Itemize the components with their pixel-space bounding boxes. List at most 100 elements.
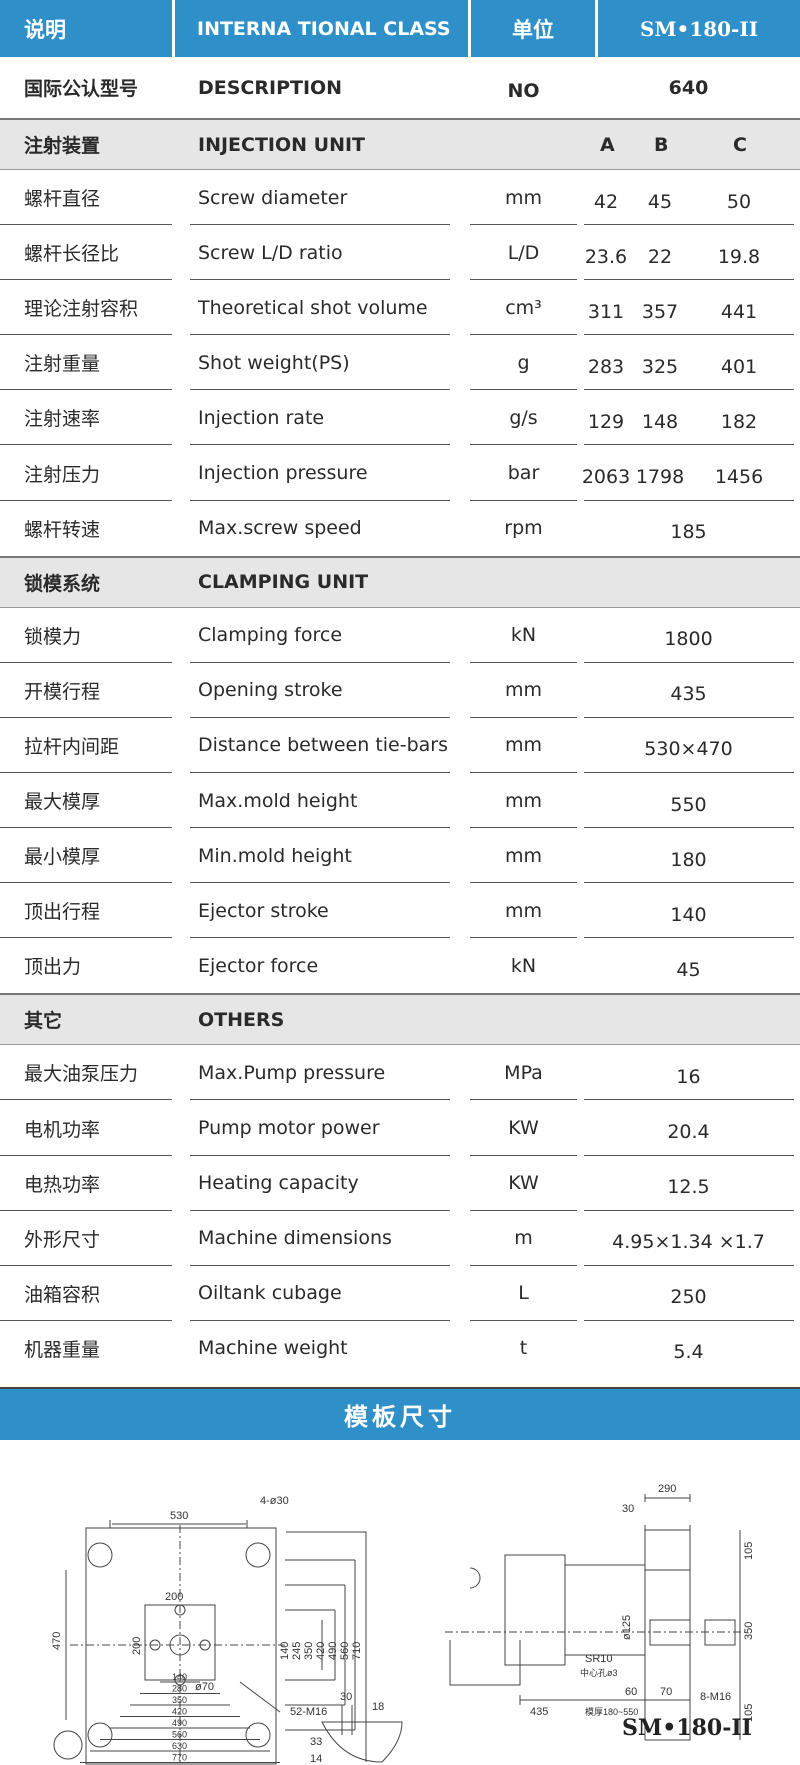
table-row: 最大模厚 Max.mold height mm 550 — [0, 773, 800, 828]
row-value: 140 — [670, 903, 707, 926]
front-platen-outline — [85, 1527, 277, 1765]
row-value: 50 — [726, 190, 752, 213]
row-unit: mm — [504, 679, 543, 702]
row-divider — [470, 1209, 577, 1211]
row-unit: rpm — [504, 517, 543, 540]
row-value: 19.8 — [717, 245, 761, 268]
column-label: B — [654, 133, 669, 156]
table-row: 注射速率 Injection rate g/s 129 148 182 — [0, 390, 800, 446]
dim-label: 435 — [530, 1706, 548, 1718]
row-value: 325 — [641, 355, 679, 378]
row-cn: 开模行程 — [24, 680, 101, 703]
row-divider — [470, 937, 577, 939]
dim-label: 33 — [310, 1736, 322, 1748]
table-row: 螺杆直径 Screw diameter mm 42 45 50 — [0, 170, 800, 225]
row-unit: KW — [508, 1172, 539, 1195]
row-divider — [584, 1209, 794, 1211]
table-row: 机器重量 Machine weight t 5.4 — [0, 1321, 800, 1376]
row-divider — [470, 827, 577, 828]
row-divider — [584, 1319, 794, 1321]
table-row: 电机功率 Pump motor power KW 20.4 — [0, 1101, 800, 1156]
dim-label: 18 — [372, 1701, 384, 1713]
dimension-labels: 530 4-ø30 470 200 200 ø70 140 245 350 42… — [51, 1483, 755, 1765]
row-value: 45 — [647, 190, 673, 213]
row-value: 283 — [587, 355, 625, 378]
row-divider — [584, 661, 794, 663]
row-divider — [470, 1154, 577, 1156]
row-divider — [190, 1319, 450, 1321]
row-unit: NO — [507, 79, 540, 102]
row-divider — [584, 1154, 794, 1156]
row-en: Max.screw speed — [198, 517, 362, 540]
row-divider — [190, 1099, 450, 1101]
row-value: 1456 — [714, 466, 764, 488]
dim-label: 350 — [743, 1622, 755, 1640]
table-row: 外形尺寸 Machine dimensions m 4.95×1.34 ×1.7 — [0, 1211, 800, 1266]
row-en: Clamping force — [198, 624, 343, 647]
header-col-model: SM•180-II — [598, 0, 800, 57]
table-row: 开模行程 Opening stroke mm 435 — [0, 663, 800, 718]
dim-label: 52-M16 — [290, 1706, 327, 1718]
table-row: 最大油泵压力 Max.Pump pressure MPa 16 — [0, 1045, 800, 1101]
row-value: 182 — [720, 410, 758, 433]
row-value: 180 — [670, 848, 707, 871]
row-divider — [0, 1319, 172, 1321]
row-divider — [584, 771, 794, 773]
row-value: 20.4 — [667, 1121, 710, 1143]
row-divider — [190, 1264, 450, 1266]
row-divider — [190, 499, 450, 501]
row-divider — [584, 827, 794, 828]
section-en: OTHERS — [198, 1008, 285, 1031]
row-cn: 电热功率 — [24, 1173, 101, 1196]
row-unit: kN — [510, 624, 537, 647]
section-header-others: 其它 OTHERS — [0, 993, 800, 1046]
table-row: 顶出力 Ejector force kN 45 — [0, 938, 800, 993]
row-unit: MPa — [504, 1061, 543, 1084]
row-divider — [584, 389, 794, 391]
row-en: Max.mold height — [198, 789, 358, 812]
row-value: 16 — [676, 1065, 701, 1088]
table-row: 最小模厚 Min.mold height mm 180 — [0, 828, 800, 884]
row-unit: mm — [504, 844, 543, 867]
table-row: 注射重量 Shot weight(PS) g 283 325 401 — [0, 335, 800, 391]
row-divider — [470, 444, 577, 446]
row-value: 185 — [670, 521, 707, 544]
row-en: Distance between tie-bars — [198, 734, 449, 757]
column-label: A — [600, 133, 615, 156]
row-divider — [470, 389, 577, 391]
dim-label: 105 — [743, 1704, 755, 1722]
dim-label: 14 — [310, 1753, 322, 1765]
row-value: 12.5 — [667, 1176, 710, 1199]
row-unit: L — [518, 1282, 529, 1305]
dim-label: 710 — [351, 1642, 363, 1660]
header-col-description: 说明 — [0, 0, 172, 57]
row-divider — [584, 937, 794, 939]
row-divider — [584, 716, 794, 718]
row-divider — [190, 937, 450, 939]
row-divider — [470, 224, 577, 225]
section-header-injection: 注射装置 INJECTION UNIT A B C — [0, 118, 800, 170]
table-row: 电热功率 Heating capacity KW 12.5 — [0, 1156, 800, 1211]
row-divider — [470, 334, 577, 336]
row-divider — [470, 771, 577, 773]
section-en: CLAMPING UNIT — [198, 571, 369, 594]
row-divider — [0, 716, 172, 718]
dim-label: 290 — [658, 1483, 676, 1495]
row-en: Injection rate — [198, 406, 325, 429]
row-divider — [190, 661, 450, 663]
row-en: Screw diameter — [198, 186, 348, 209]
row-cn: 注射压力 — [24, 463, 101, 486]
row-divider — [470, 716, 577, 718]
row-divider — [190, 389, 450, 391]
dim-label: 350 — [172, 1695, 187, 1705]
dim-label: 420 — [172, 1707, 187, 1717]
dim-label: 530 — [170, 1510, 188, 1522]
row-en: Machine dimensions — [198, 1227, 392, 1250]
dim-label: 60 — [625, 1686, 637, 1698]
row-divider — [190, 1209, 450, 1211]
row-en: Injection pressure — [198, 462, 368, 484]
row-divider — [584, 882, 794, 884]
row-divider — [0, 499, 172, 501]
row-divider — [470, 1099, 577, 1101]
row-en: Heating capacity — [198, 1172, 359, 1195]
